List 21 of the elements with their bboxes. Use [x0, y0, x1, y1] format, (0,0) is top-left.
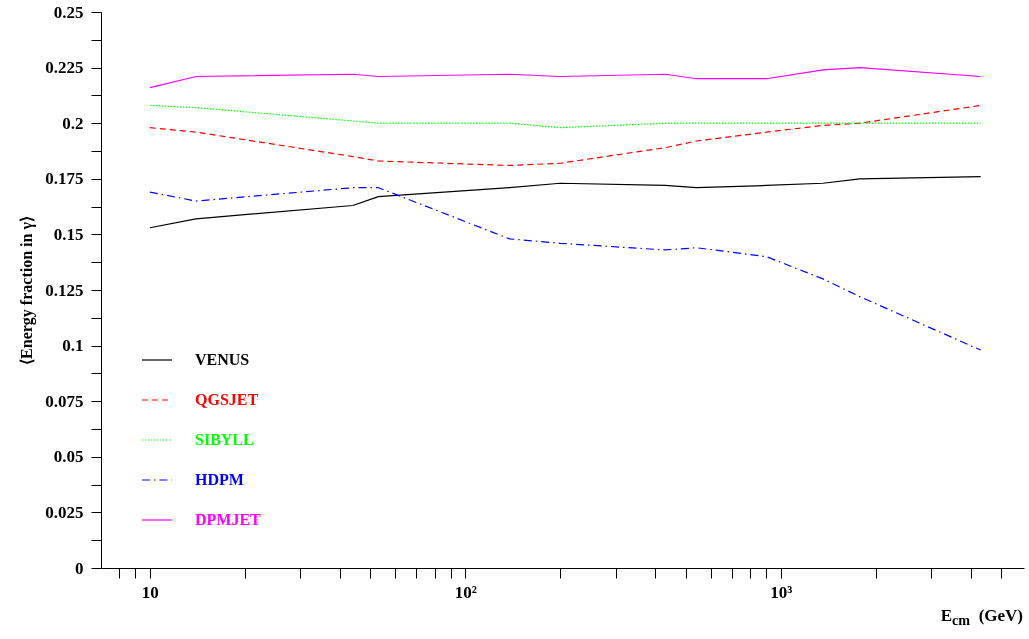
legend-label: DPMJET — [195, 511, 262, 528]
x-axis-title: E$_{cm}$ (GeV) — [940, 606, 1023, 630]
y-tick-label: 0.1 — [62, 336, 84, 356]
legend-label: QGSJET — [195, 391, 259, 408]
legend-label: SIBYLL — [195, 431, 254, 448]
x-tick-label: 10³ — [770, 582, 793, 602]
y-tick-label: 0.175 — [45, 169, 84, 189]
y-tick-label: 0.075 — [45, 391, 84, 411]
legend-label: VENUS — [195, 351, 250, 368]
y-tick-label: 0.25 — [53, 2, 84, 22]
y-tick-label: 0.125 — [45, 280, 84, 300]
x-tick-label: 10² — [454, 582, 477, 602]
y-axis-title: ⟨Energy fraction in γ⟩ — [18, 216, 37, 365]
legend-label: HDPM — [195, 471, 244, 488]
x-tick-label: 10 — [141, 582, 159, 602]
y-tick-label: 0.15 — [53, 224, 84, 244]
y-tick-label: 0 — [75, 558, 84, 578]
y-tick-label: 0.05 — [53, 447, 84, 467]
y-tick-label: 0.2 — [62, 113, 84, 133]
y-tick-label: 0.025 — [45, 502, 84, 522]
y-tick-label: 0.225 — [45, 58, 84, 78]
